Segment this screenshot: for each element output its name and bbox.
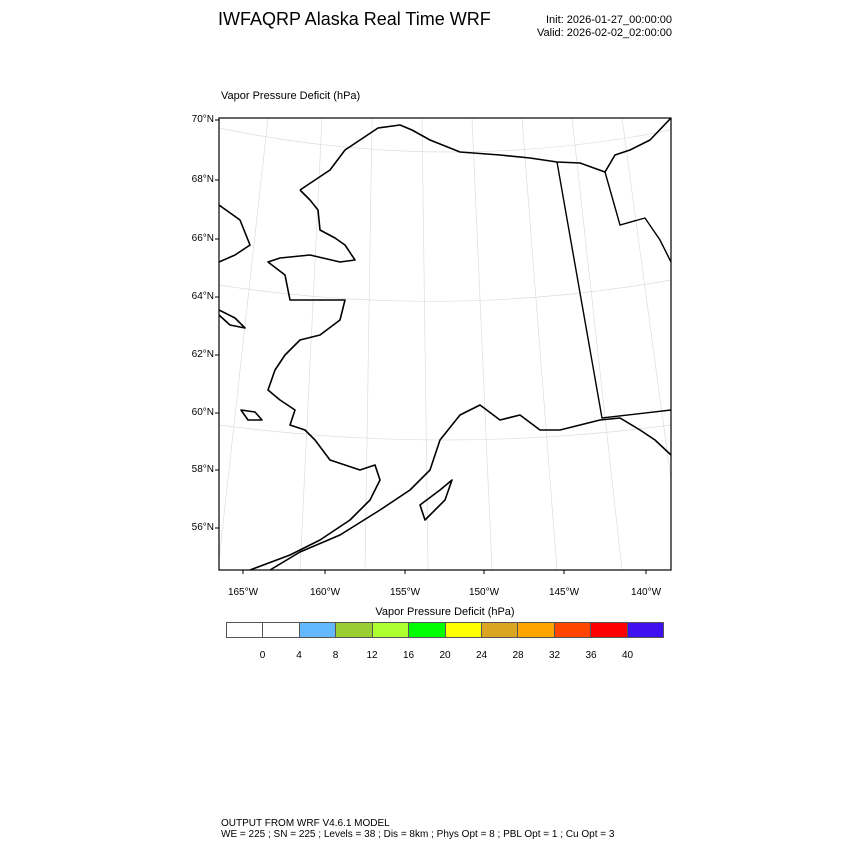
lon-label: 145°W (548, 587, 580, 598)
lat-label: 58°N (191, 464, 214, 475)
lon-label: 140°W (630, 587, 662, 598)
colorbar-label: 28 (512, 650, 524, 661)
lat-label: 60°N (191, 407, 214, 418)
field-title: Vapor Pressure Deficit (hPa) (221, 90, 361, 102)
colorbar-swatch (298, 622, 336, 638)
colorbar-swatch (626, 622, 665, 638)
colorbar-label: 36 (585, 650, 597, 661)
lat-label: 62°N (191, 349, 214, 360)
colorbar-label: 12 (366, 650, 378, 661)
colorbar-swatch (335, 622, 372, 638)
lat-label: 56°N (191, 522, 214, 533)
coastline (219, 118, 671, 570)
colorbar-label: 8 (332, 650, 339, 661)
lon-label: 160°W (309, 587, 341, 598)
colorbar-label: 0 (259, 650, 266, 661)
colorbar-label: 32 (548, 650, 561, 661)
model-options: WE = 225 ; SN = 225 ; Levels = 38 ; Dis … (221, 829, 615, 840)
lat-label: 70°N (191, 114, 214, 125)
colorbar-label: 20 (439, 650, 451, 661)
colorbar-label: 24 (475, 650, 488, 661)
lon-label: 150°W (468, 587, 500, 598)
colorbar-swatch (517, 622, 554, 638)
lat-label: 64°N (191, 291, 214, 302)
colorbar-label: 16 (402, 650, 415, 661)
graticule (219, 118, 671, 570)
colorbar-swatch (262, 622, 299, 638)
colorbar-swatch (553, 622, 591, 638)
lon-label: 155°W (389, 587, 421, 598)
borders (556, 161, 671, 419)
colorbar (226, 622, 665, 638)
footer: OUTPUT FROM WRF V4.6.1 MODEL WE = 225 ; … (221, 818, 614, 840)
colorbar-swatch (480, 622, 518, 638)
colorbar-title: Vapor Pressure Deficit (hPa) (375, 606, 515, 618)
valid-time: Valid: 2026-02-02_02:00:00 (537, 27, 672, 39)
lat-label: 68°N (191, 174, 214, 185)
colorbar-swatch (444, 622, 481, 638)
colorbar-swatch (408, 622, 445, 638)
lat-label: 66°N (191, 233, 214, 244)
ticks (215, 119, 647, 574)
time-info: Init: 2026-01-27_00:00:00 Valid: 2026-02… (537, 14, 672, 40)
colorbar-swatch (371, 622, 409, 638)
model-info: OUTPUT FROM WRF V4.6.1 MODEL (221, 818, 390, 829)
lon-label: 165°W (227, 587, 259, 598)
plot-title: IWFAQRP Alaska Real Time WRF (218, 9, 491, 29)
colorbar-label: 4 (296, 650, 302, 661)
init-time: Init: 2026-01-27_00:00:00 (546, 14, 672, 26)
map-frame (218, 117, 672, 571)
colorbar-swatch (590, 622, 627, 638)
colorbar-label: 40 (621, 650, 634, 661)
colorbar-swatch (226, 622, 263, 638)
